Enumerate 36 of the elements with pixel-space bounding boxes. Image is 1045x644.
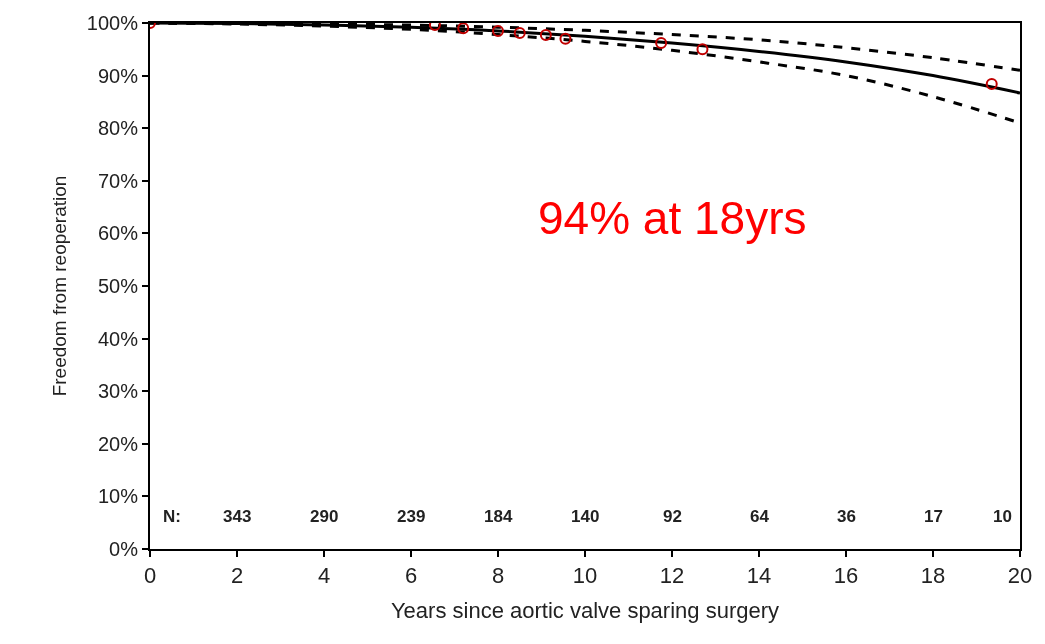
y-tick-label: 100% [86,12,139,34]
x-tick-label: 20 [1007,563,1033,589]
x-tick-label: 8 [491,563,505,589]
annotation: 140 [571,507,600,526]
annotation: 343 [223,507,252,526]
annotation: 94% at 18yrs [538,192,807,244]
x-tick-label: 2 [230,563,244,589]
annotation: 10 [993,507,1012,526]
y-tick-label: 40% [97,327,139,350]
annotation: 17 [924,507,943,526]
x-tick-label: 16 [833,563,859,589]
y-tick-label: 60% [97,222,139,245]
y-tick-label: 90% [97,64,139,87]
x-axis-title: Years since aortic valve sparing surgery [390,597,780,623]
annotation: 184 [484,507,513,526]
annotation: 36 [837,507,856,526]
x-tick-label: 12 [659,563,685,589]
annotation: 239 [397,507,426,526]
y-tick-label: 0% [109,538,139,560]
y-tick-label: 50% [97,275,139,297]
y-tick-label: 20% [97,432,139,455]
x-tick-label: 18 [920,563,946,589]
x-tick-label: 6 [404,563,418,589]
annotation: 64 [750,507,770,526]
annotation: N: [163,507,181,526]
x-tick-label: 14 [746,563,772,589]
y-tick-label: 80% [97,117,139,140]
y-tick-label: 30% [97,380,139,403]
y-tick-label: 70% [97,169,139,192]
x-tick-label: 4 [317,563,331,589]
x-tick-label: 10 [572,563,598,589]
y-axis-title: Freedom from reoperation [49,175,71,397]
annotation: 290 [310,507,339,526]
x-tick-label: 0 [143,563,157,589]
y-tick-label: 10% [97,485,139,508]
annotation: 92 [663,507,682,526]
